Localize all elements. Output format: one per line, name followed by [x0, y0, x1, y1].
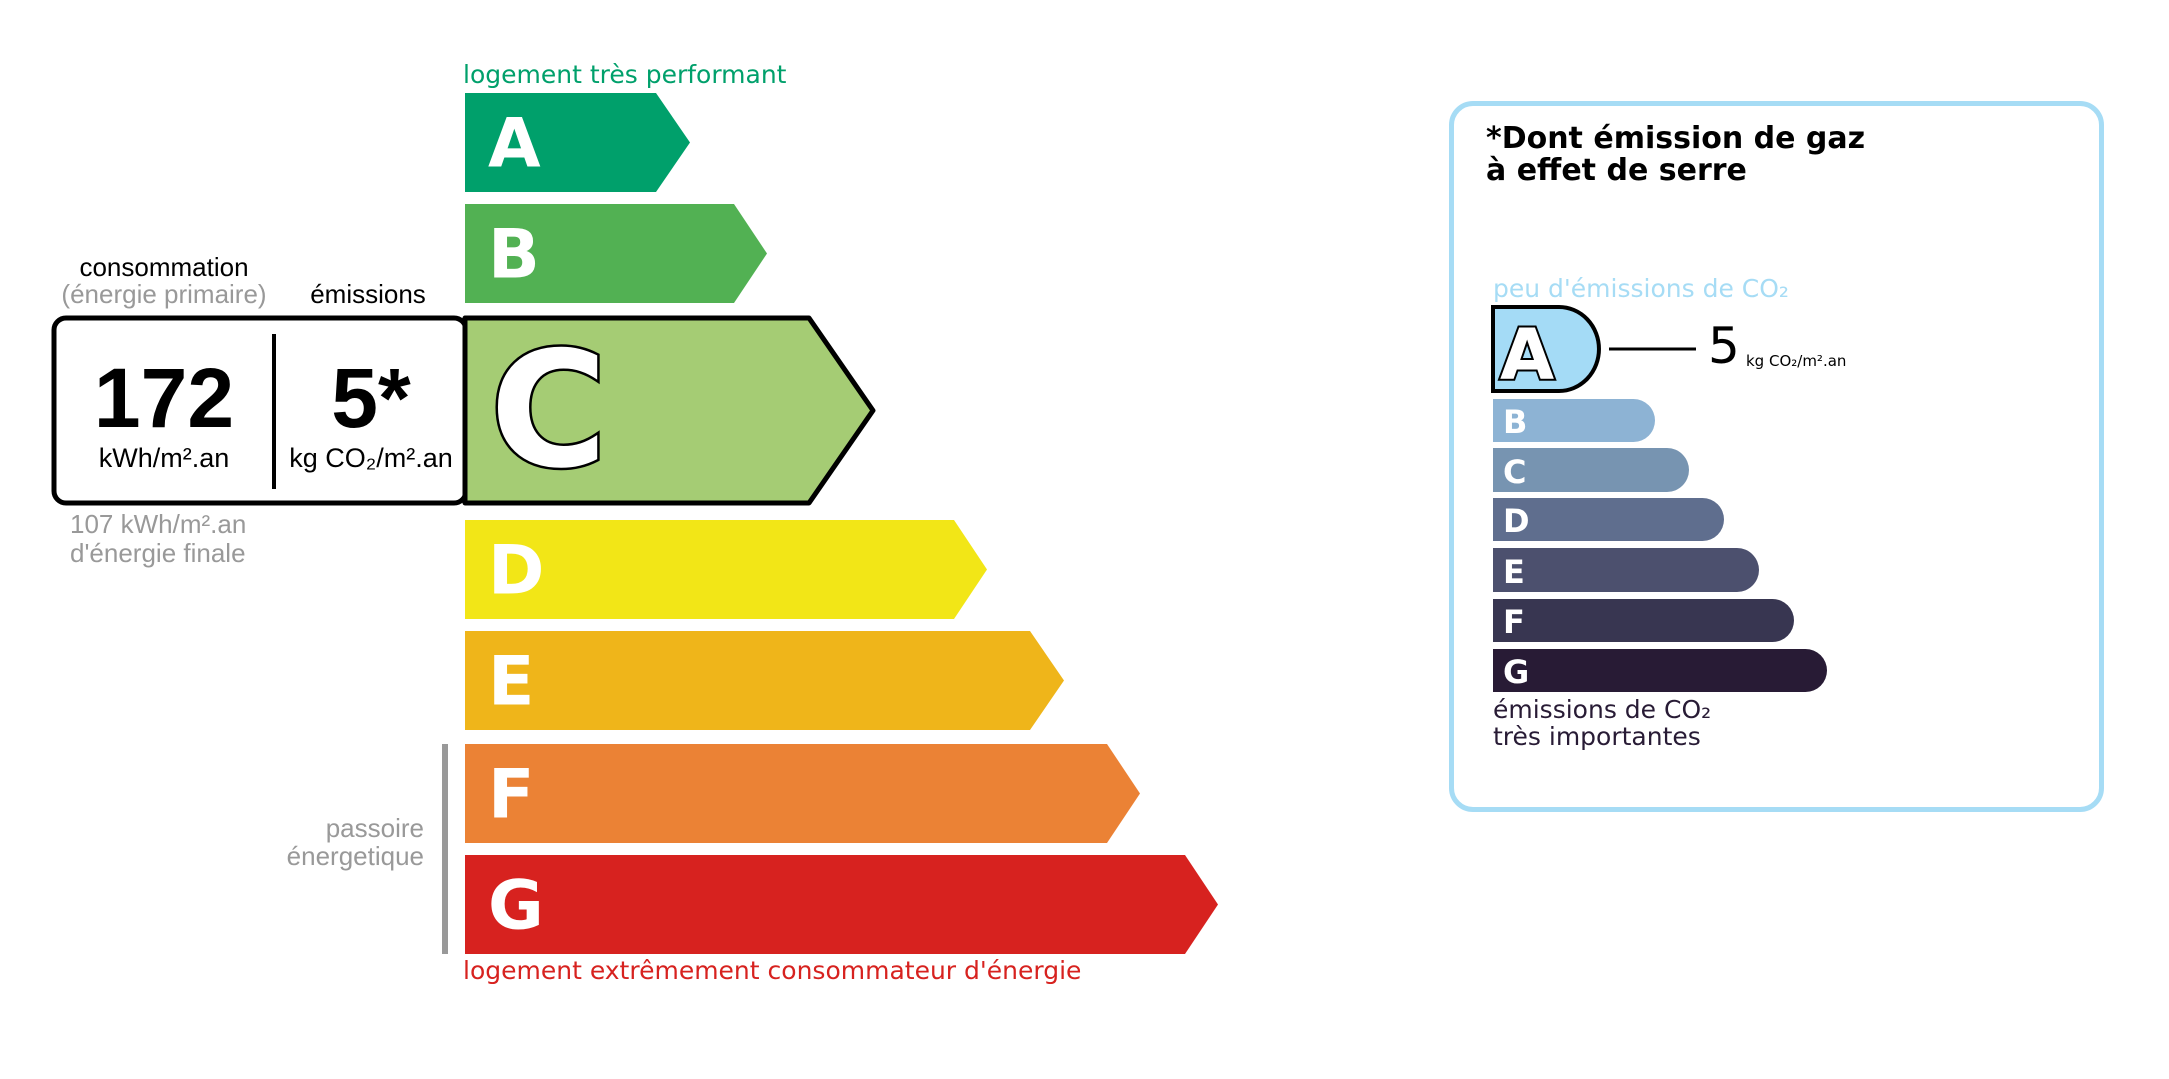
energy-letter-a: A — [488, 105, 541, 184]
energy-top-label: logement très performant — [463, 60, 787, 89]
energy-class-b — [465, 204, 767, 303]
ghg-panel — [1449, 101, 2104, 812]
ghg-class-f — [1493, 599, 1794, 642]
ghg-bottom-label-line1: émissions de CO₂ — [1493, 695, 1712, 724]
consumption-value: 172 — [93, 351, 235, 445]
final-energy-value: 107 kWh/m².an — [70, 509, 247, 539]
consumption-heading: consommation — [79, 252, 249, 282]
ghg-letter-g: G — [1503, 653, 1529, 691]
ghg-class-a — [1491, 305, 1601, 393]
emissions-value: 5* — [331, 351, 411, 445]
energy-bottom-label: logement extrêmement consommateur d'éner… — [463, 956, 1082, 985]
ghg-value: 5 — [1708, 317, 1740, 375]
passoire-label-line2: énergetique — [286, 841, 424, 871]
emissions-heading: émissions — [310, 279, 426, 309]
energy-class-c — [462, 315, 876, 506]
ghg-letter-d: D — [1503, 502, 1530, 540]
ghg-class-d — [1493, 498, 1724, 541]
energy-class-g — [465, 855, 1218, 954]
ghg-class-g — [1493, 649, 1827, 692]
ghg-class-e — [1493, 548, 1759, 592]
ghg-title-line1: *Dont émission de gaz — [1486, 121, 1866, 156]
ghg-unit: kg CO₂/m².an — [1746, 352, 1847, 370]
ghg-class-c — [1493, 448, 1689, 492]
ghg-title-line2: à effet de serre — [1486, 153, 1747, 188]
energy-letter-g: G — [488, 867, 544, 946]
energy-letter-f: F — [488, 756, 534, 835]
consumption-subheading: (énergie primaire) — [61, 279, 267, 309]
energy-letter-c: C — [490, 317, 607, 504]
energy-letter-e: E — [488, 643, 534, 722]
energy-letter-b: B — [488, 216, 540, 295]
ghg-letter-a: A — [1500, 314, 1554, 396]
ghg-bottom-label-line2: très importantes — [1493, 722, 1701, 751]
ghg-class-b — [1493, 399, 1655, 442]
passoire-bar — [442, 744, 448, 954]
ghg-letter-b: B — [1503, 403, 1527, 441]
final-energy-label: d'énergie finale — [70, 538, 246, 568]
ghg-letter-c: C — [1503, 453, 1526, 491]
emissions-unit: kg CO₂/m².an — [289, 443, 453, 473]
energy-class-a — [465, 93, 690, 192]
passoire-label-line1: passoire — [325, 813, 424, 843]
energy-class-d — [465, 520, 987, 619]
ghg-top-label: peu d'émissions de CO₂ — [1493, 274, 1789, 303]
energy-class-f — [465, 744, 1140, 843]
energy-class-e — [465, 631, 1064, 730]
ghg-letter-e: E — [1503, 553, 1525, 591]
consumption-unit: kWh/m².an — [98, 443, 230, 473]
ghg-letter-f: F — [1503, 603, 1525, 641]
energy-letter-d: D — [488, 532, 544, 611]
